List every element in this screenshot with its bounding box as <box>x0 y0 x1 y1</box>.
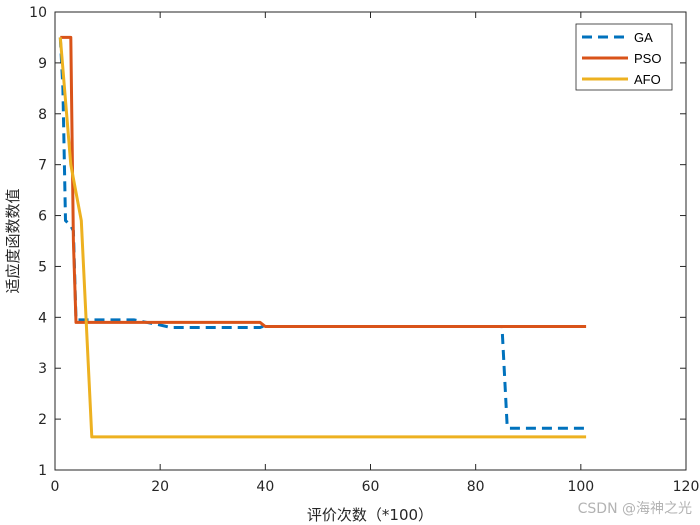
x-tick-label: 80 <box>467 479 485 495</box>
x-tick-label: 0 <box>51 479 60 495</box>
y-tick-label: 5 <box>38 259 47 275</box>
y-axis-label: 适应度函数数值 <box>4 188 22 293</box>
y-tick-label: 3 <box>38 361 47 377</box>
y-tick-label: 9 <box>38 56 47 72</box>
watermark: CSDN @海神之光 <box>578 501 692 517</box>
y-tick-label: 1 <box>38 463 47 479</box>
legend-label-pso: PSO <box>634 51 661 66</box>
legend: GA PSO AFO <box>575 23 673 91</box>
y-tick-label: 8 <box>38 107 47 123</box>
series-line-ga <box>58 37 587 430</box>
y-tick-label: 7 <box>38 158 47 174</box>
y-tick-label: 6 <box>38 209 47 225</box>
y-tick-label: 10 <box>29 5 47 21</box>
y-tick-label: 2 <box>38 412 47 428</box>
series-layer <box>58 35 587 439</box>
series-line-pso <box>60 35 587 328</box>
x-tick-label: 60 <box>362 479 380 495</box>
x-tick-label: 20 <box>151 479 169 495</box>
x-axis-label: 评价次数（*100） <box>307 506 433 524</box>
series-line-afo <box>58 37 587 439</box>
legend-label-afo: AFO <box>634 72 661 87</box>
x-tick-label: 100 <box>567 479 594 495</box>
y-tick-label: 4 <box>38 310 47 326</box>
legend-label-ga: GA <box>634 30 653 45</box>
tick-layer: 0 20 40 60 80 100 120 1 2 3 4 5 6 7 8 9 10 <box>29 5 699 495</box>
x-tick-label: 40 <box>256 479 274 495</box>
x-tick-label: 120 <box>673 479 700 495</box>
